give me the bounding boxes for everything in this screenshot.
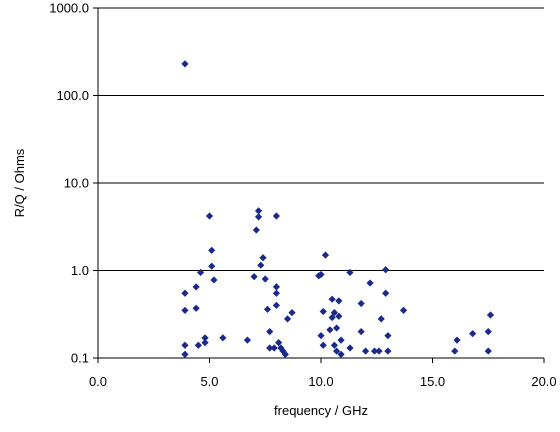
y-tick-marks: [93, 7, 98, 359]
x-tick-labels: 0.0 5.0 10.0 15.0 20.0: [89, 374, 557, 389]
data-point: [399, 306, 408, 314]
data-point: [210, 276, 218, 284]
data-point: [263, 305, 272, 313]
x-tick-label: 5.0: [200, 374, 218, 389]
x-tick-marks: [97, 358, 545, 363]
gridlines: [98, 7, 544, 271]
data-point: [254, 213, 263, 221]
data-point: [370, 347, 379, 355]
data-point: [384, 347, 392, 355]
data-point: [484, 347, 492, 355]
y-tick-label: 100.0: [56, 88, 89, 103]
data-point: [317, 332, 325, 340]
data-point: [270, 344, 278, 352]
data-point: [319, 341, 327, 349]
data-point: [181, 350, 189, 358]
y-tick-label: 1.0: [71, 263, 89, 278]
data-point: [337, 336, 345, 344]
data-point: [279, 347, 287, 355]
y-axis-title: R/Q / Ohms: [12, 148, 27, 217]
data-point: [362, 347, 370, 355]
data-point: [366, 279, 374, 287]
data-point: [194, 341, 202, 349]
data-point: [377, 315, 385, 323]
data-point: [272, 301, 280, 309]
data-point: [196, 268, 205, 277]
y-tick-label: 0.1: [71, 351, 89, 366]
data-point: [250, 273, 258, 281]
data-point: [272, 289, 280, 297]
data-point: [337, 350, 345, 358]
data-point: [208, 246, 216, 254]
x-tick-label: 10.0: [308, 374, 333, 389]
data-point: [333, 347, 341, 355]
data-point: [192, 304, 200, 312]
data-point: [272, 283, 280, 291]
data-point: [486, 311, 495, 319]
x-tick-label: 0.0: [89, 374, 107, 389]
data-point: [288, 309, 296, 317]
data-point: [257, 261, 265, 269]
data-point: [181, 289, 189, 297]
data-point: [181, 306, 189, 314]
y-tick-label: 1000.0: [49, 1, 89, 16]
y-tick-label: 10.0: [64, 176, 89, 191]
data-point: [382, 289, 390, 297]
data-point: [219, 334, 227, 342]
x-tick-label: 20.0: [531, 374, 556, 389]
data-point: [208, 262, 216, 270]
data-point: [317, 270, 325, 279]
data-point: [382, 266, 390, 274]
data-point: [272, 212, 280, 220]
data-point: [266, 328, 274, 336]
data-point: [346, 344, 354, 352]
data-point: [266, 344, 274, 352]
data-point: [346, 268, 354, 277]
data-point: [259, 254, 267, 262]
y-tick-labels: 0.1 1.0 10.0 100.0 1000.0: [49, 1, 89, 366]
data-point: [201, 334, 209, 342]
x-tick-label: 15.0: [420, 374, 445, 389]
data-point: [451, 347, 459, 355]
data-point: [328, 313, 336, 322]
data-point: [254, 207, 263, 215]
data-point: [328, 295, 336, 303]
data-point: [275, 338, 283, 347]
data-point: [243, 336, 252, 344]
data-point: [357, 328, 365, 336]
data-point: [330, 341, 338, 349]
data-point: [319, 307, 327, 316]
x-axis-title: frequency / GHz: [274, 403, 368, 418]
data-point: [453, 336, 461, 344]
data-point: [181, 60, 189, 68]
data-point: [357, 299, 365, 308]
data-point: [384, 332, 392, 340]
data-points: [181, 60, 495, 358]
data-point: [326, 326, 334, 334]
data-point: [277, 344, 285, 352]
data-point: [281, 350, 289, 358]
data-point: [181, 341, 189, 349]
data-point: [321, 251, 330, 259]
data-point: [201, 338, 209, 347]
data-point: [335, 297, 343, 305]
data-point: [469, 330, 477, 338]
data-point: [375, 347, 383, 355]
data-point: [335, 312, 343, 320]
data-point: [283, 315, 292, 323]
data-point: [330, 309, 338, 317]
data-point: [252, 226, 260, 234]
data-point: [192, 283, 200, 291]
data-point: [484, 328, 492, 336]
data-point: [205, 212, 214, 220]
data-point: [333, 324, 341, 332]
data-point: [261, 275, 269, 283]
